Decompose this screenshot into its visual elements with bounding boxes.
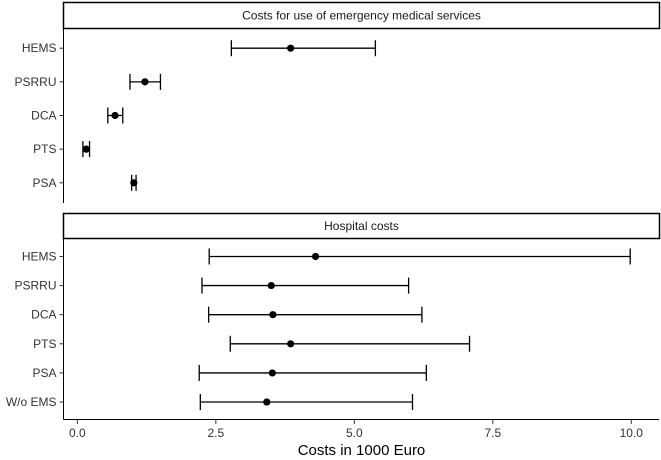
x-axis: 0.0 2.5 5.0 7.5 10.0 xyxy=(69,419,644,440)
x-tick-label-4: 10.0 xyxy=(620,426,644,440)
point-hems xyxy=(287,44,295,52)
strip-label-ems: Costs for use of emergency medical servi… xyxy=(242,9,481,23)
point-psrru xyxy=(141,78,149,86)
point-hems xyxy=(311,252,320,261)
y-label-psrru: PSRRU xyxy=(14,75,56,89)
point-psrru xyxy=(267,281,275,290)
y-label-psa: PSA xyxy=(32,366,56,380)
rows-hospital: HEMS PSRRU DCA PTS PSA W/o EMS xyxy=(6,248,631,411)
point-pts xyxy=(82,145,90,153)
y-label-hems: HEMS xyxy=(22,249,57,263)
panel-hospital: Hospital costs HEMS PSRRU DCA PTS PSA W/o EMS xyxy=(6,212,661,420)
point-psa xyxy=(268,369,276,377)
point-w-o-ems xyxy=(263,398,271,406)
rows-ems: HEMS PSRRU DCA PTS PSA xyxy=(14,40,377,191)
y-label-pts: PTS xyxy=(33,337,56,351)
x-tick-label-3: 7.5 xyxy=(484,426,501,440)
point-psa xyxy=(130,179,138,187)
y-label-dca: DCA xyxy=(31,109,56,123)
y-label-w-o-ems: W/o EMS xyxy=(6,395,57,409)
x-tick-label-0: 0.0 xyxy=(69,426,86,440)
y-label-psa: PSA xyxy=(32,176,56,190)
y-label-pts: PTS xyxy=(33,142,56,156)
strip-hospital xyxy=(62,212,661,240)
point-dca xyxy=(111,111,119,120)
y-label-hems: HEMS xyxy=(22,41,57,55)
panel-ems: Costs for use of emergency medical servi… xyxy=(14,1,661,203)
x-axis-title: Costs in 1000 Euro xyxy=(298,442,426,459)
x-tick-label-1: 2.5 xyxy=(207,426,224,440)
point-dca xyxy=(269,311,277,319)
strip-label-hospital: Hospital costs xyxy=(324,219,399,233)
point-pts xyxy=(287,340,295,348)
y-label-psrru: PSRRU xyxy=(14,279,56,293)
strip-ems xyxy=(62,1,661,30)
x-tick-label-2: 5.0 xyxy=(346,426,363,440)
y-label-dca: DCA xyxy=(31,308,56,322)
